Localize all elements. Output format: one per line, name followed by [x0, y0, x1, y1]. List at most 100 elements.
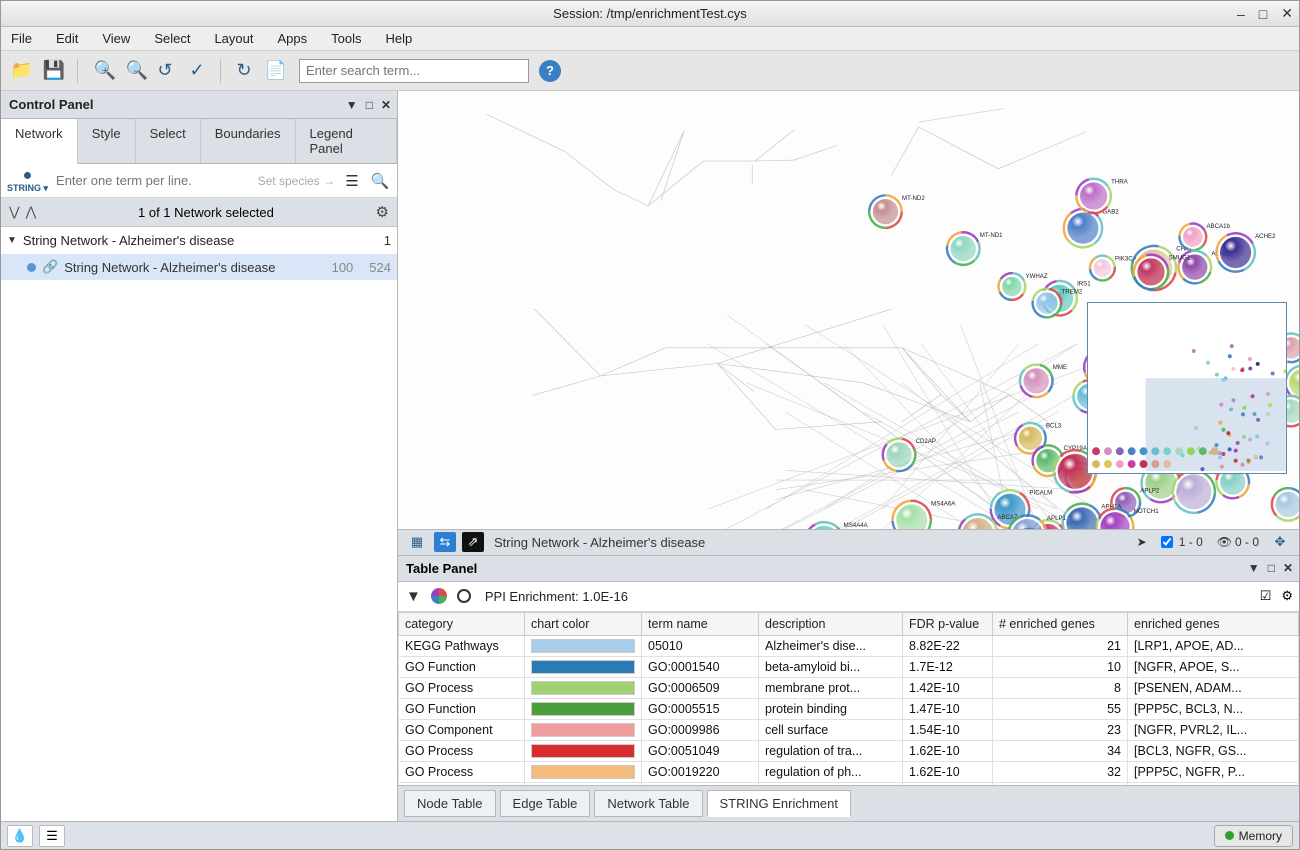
cell-chart-color	[525, 656, 642, 677]
share-view-icon[interactable]: ⇆	[434, 532, 456, 552]
set-species-label[interactable]: Set species →	[258, 174, 335, 188]
refresh-icon[interactable]: ↻	[229, 56, 259, 86]
table-row[interactable]: GO Function GO:0001540 beta-amyloid bi..…	[399, 656, 1299, 677]
fit-zoom-icon[interactable]: ↺	[150, 56, 180, 86]
cell-fdr: 1.7E-12	[903, 656, 993, 677]
menu-layout[interactable]: Layout	[210, 29, 257, 48]
link-out-icon[interactable]: ⇗	[462, 532, 484, 552]
network-node[interactable]: EPHA1	[1271, 487, 1299, 522]
enrichment-table-scroll[interactable]: category chart color term name descripti…	[398, 612, 1299, 785]
network-tree-item[interactable]: 🔗 String Network - Alzheimer's disease 1…	[1, 254, 397, 280]
save-icon[interactable]: 💾	[39, 56, 69, 86]
memory-button[interactable]: Memory	[1214, 825, 1293, 847]
table-panel-collapse-icon[interactable]: ▼	[1248, 561, 1260, 575]
network-node[interactable]: MS4A4A	[804, 521, 869, 529]
network-group-header[interactable]: ▼ String Network - Alzheimer's disease 1	[1, 227, 397, 254]
minimap-viewport-rect[interactable]	[1145, 378, 1285, 471]
enrichment-ring-icon[interactable]	[457, 589, 471, 603]
network-node[interactable]: THRA	[1075, 178, 1129, 215]
control-panel-maximize-icon[interactable]: □	[366, 98, 373, 112]
close-button[interactable]: ✕	[1281, 5, 1293, 22]
network-node[interactable]: PIK3CA	[1089, 254, 1138, 281]
tab-style[interactable]: Style	[78, 119, 136, 163]
network-settings-icon[interactable]: ⚙	[376, 203, 389, 221]
tab-edge-table[interactable]: Edge Table	[500, 790, 591, 817]
selected-nodes-chip[interactable]: 1 - 0	[1153, 531, 1207, 553]
menu-select[interactable]: Select	[150, 29, 194, 48]
col-chart-color[interactable]: chart color	[525, 612, 642, 635]
minimize-button[interactable]: –	[1237, 6, 1245, 22]
cell-term-name: GO:0006509	[642, 677, 759, 698]
open-folder-icon[interactable]: 📁	[7, 56, 37, 86]
network-canvas[interactable]: MT-ND2 MT-ND1 YWHAZ GAB2 IRS1 PIK3CA CHAT ABCA1…	[398, 91, 1299, 530]
cell-description: membrane prot...	[759, 677, 903, 698]
search-input[interactable]	[299, 59, 529, 83]
enrichment-chart-icon[interactable]	[431, 588, 447, 604]
tab-network-table[interactable]: Network Table	[594, 790, 702, 817]
table-panel-maximize-icon[interactable]: □	[1268, 561, 1275, 575]
col-category[interactable]: category	[399, 612, 525, 635]
zoom-in-icon[interactable]: 🔍 +	[86, 56, 116, 86]
tab-boundaries[interactable]: Boundaries	[201, 119, 296, 163]
expand-all-icon[interactable]: ⋀	[26, 204, 37, 220]
menu-edit[interactable]: Edit	[52, 29, 82, 48]
table-row[interactable]: GO Process GO:0019220 regulation of ph..…	[399, 761, 1299, 782]
tab-network[interactable]: Network	[1, 119, 78, 164]
col-n-genes[interactable]: # enriched genes	[993, 612, 1128, 635]
maximize-button[interactable]: □	[1259, 6, 1267, 22]
notification-icon[interactable]: 💧	[7, 825, 33, 847]
group-collapse-triangle-icon[interactable]: ▼	[7, 235, 17, 246]
menu-apps[interactable]: Apps	[274, 29, 312, 48]
string-logo[interactable]: ● STRING ▾	[7, 168, 48, 193]
collapse-all-icon[interactable]: ⋁	[9, 204, 20, 220]
menu-tools[interactable]: Tools	[327, 29, 365, 48]
selected-edges-chip[interactable]: 👁 0 - 0	[1213, 533, 1263, 551]
table-row[interactable]: GO Process GO:0051049 regulation of tra.…	[399, 740, 1299, 761]
table-row[interactable]: KEGG Pathways 05010 Alzheimer's dise... …	[399, 635, 1299, 656]
table-check-icon[interactable]: ☑	[1260, 588, 1272, 604]
export-icon[interactable]: 📄	[261, 56, 291, 86]
export-view-icon[interactable]: ➤	[1137, 535, 1147, 549]
cell-enriched-genes: [NGFR, APOE, S...	[1128, 656, 1299, 677]
control-panel-collapse-icon[interactable]: ▼	[346, 98, 358, 112]
network-node[interactable]: ACHE2	[1215, 232, 1276, 273]
enrichment-table[interactable]: category chart color term name descripti…	[398, 612, 1299, 785]
term-per-line-input[interactable]	[54, 169, 252, 192]
tab-legend-panel[interactable]: Legend Panel	[296, 119, 397, 163]
zoom-out-icon[interactable]: 🔍 –	[118, 56, 148, 86]
zoom-select-icon[interactable]: ✓	[182, 56, 212, 86]
table-row[interactable]: GO Component GO:0009986 cell surface 1.5…	[399, 719, 1299, 740]
col-fdr[interactable]: FDR p-value	[903, 612, 993, 635]
network-group-label: String Network - Alzheimer's disease	[23, 233, 234, 248]
hamburger-menu-icon[interactable]: ☰	[341, 170, 363, 192]
log-list-icon[interactable]: ☰	[39, 825, 65, 847]
control-panel-close-icon[interactable]: ✕	[381, 98, 391, 112]
table-row[interactable]: GO Process GO:0033619 membrane prot... 1…	[399, 782, 1299, 785]
tab-select[interactable]: Select	[136, 119, 201, 163]
table-panel-close-icon[interactable]: ✕	[1283, 561, 1293, 575]
network-node[interactable]: MT-ND1	[946, 231, 1003, 266]
fit-content-icon[interactable]: ✥	[1269, 532, 1291, 552]
network-node[interactable]: MS4A6A	[891, 500, 956, 529]
table-panel-title: Table Panel	[406, 561, 477, 576]
table-settings-icon[interactable]: ⚙	[1281, 588, 1293, 604]
help-icon[interactable]: ?	[539, 60, 561, 82]
network-overview-minimap[interactable]	[1087, 302, 1287, 474]
col-term-name[interactable]: term name	[642, 612, 759, 635]
network-node[interactable]: MT-ND2	[868, 194, 925, 229]
tab-node-table[interactable]: Node Table	[404, 790, 496, 817]
menu-view[interactable]: View	[98, 29, 134, 48]
table-body[interactable]: KEGG Pathways 05010 Alzheimer's dise... …	[399, 635, 1299, 785]
menu-file[interactable]: File	[7, 29, 36, 48]
network-node[interactable]: MME	[1019, 363, 1067, 398]
table-row[interactable]: GO Process GO:0006509 membrane prot... 1…	[399, 677, 1299, 698]
col-enriched-genes[interactable]: enriched genes	[1128, 612, 1299, 635]
col-description[interactable]: description	[759, 612, 903, 635]
filter-icon[interactable]: ▼	[406, 588, 421, 605]
search-submit-icon[interactable]: 🔍	[369, 170, 391, 192]
tab-string-enrichment[interactable]: STRING Enrichment	[707, 790, 851, 817]
cell-category: KEGG Pathways	[399, 635, 525, 656]
grid-view-icon[interactable]: ▦	[406, 532, 428, 552]
menu-help[interactable]: Help	[382, 29, 417, 48]
table-row[interactable]: GO Function GO:0005515 protein binding 1…	[399, 698, 1299, 719]
